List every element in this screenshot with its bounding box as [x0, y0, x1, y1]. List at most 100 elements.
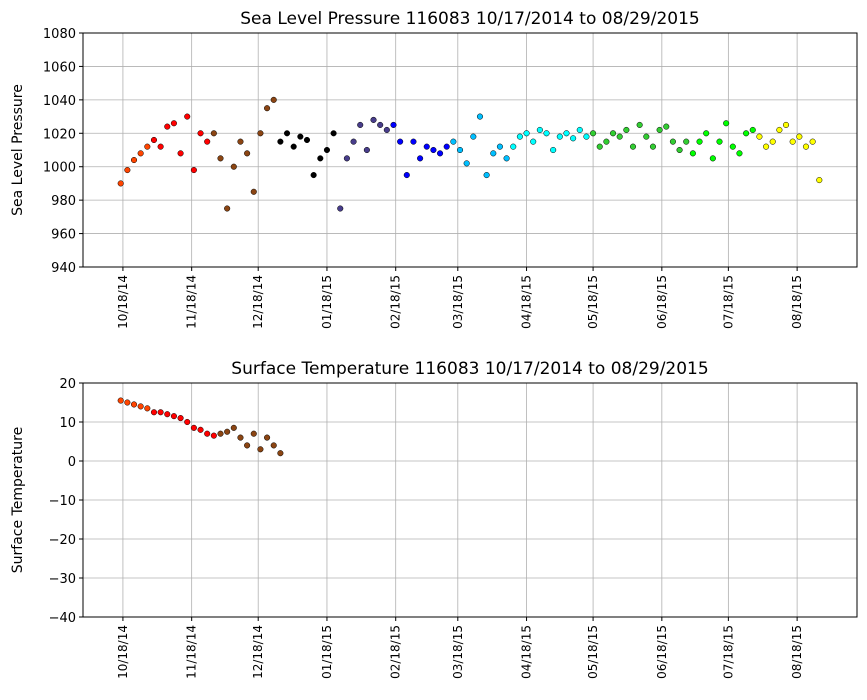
point	[337, 205, 344, 212]
point	[350, 138, 357, 145]
point	[144, 143, 151, 150]
point	[157, 143, 164, 150]
point	[323, 146, 331, 154]
point	[663, 123, 670, 130]
point	[470, 133, 477, 140]
y-tick-label: −20	[49, 533, 76, 548]
point	[237, 138, 244, 145]
y-tick-label: 980	[51, 194, 76, 209]
point	[516, 133, 523, 140]
point	[496, 143, 503, 150]
point	[124, 399, 131, 406]
y-tick-label: 10	[59, 416, 76, 431]
point	[290, 143, 297, 150]
point	[656, 126, 663, 133]
x-tick-label: 03/18/15	[451, 275, 465, 329]
point	[257, 446, 264, 453]
x-tick-label: 08/18/15	[790, 625, 804, 679]
point	[696, 138, 703, 145]
point	[303, 136, 311, 144]
point	[576, 126, 583, 133]
point	[703, 130, 710, 137]
point	[197, 130, 204, 137]
point	[450, 138, 457, 145]
x-tick-label: 01/18/15	[320, 275, 334, 329]
y-tick-label: 1020	[43, 127, 76, 142]
point	[689, 150, 696, 157]
plot-frame	[82, 32, 858, 268]
point	[796, 133, 803, 140]
point	[763, 143, 770, 150]
y-tick-label: 1040	[43, 94, 76, 109]
y-tick-label: −10	[49, 494, 76, 509]
point	[363, 146, 370, 154]
point	[556, 133, 563, 140]
point	[390, 121, 397, 128]
x-tick-label: 12/18/14	[251, 625, 265, 679]
point	[150, 409, 158, 416]
x-tick-label: 04/18/15	[520, 275, 534, 329]
point	[230, 163, 237, 170]
point	[543, 130, 550, 137]
x-tick-label: 05/18/15	[586, 275, 600, 329]
point	[437, 150, 444, 157]
point	[204, 138, 211, 145]
point	[177, 150, 184, 157]
point	[530, 138, 537, 145]
y-tick-label: 960	[51, 228, 76, 243]
point	[217, 155, 224, 162]
y-tick-label: 20	[59, 377, 76, 392]
point	[157, 409, 164, 416]
point	[224, 428, 231, 435]
point	[603, 138, 610, 145]
point	[343, 155, 350, 162]
point	[669, 138, 676, 145]
point	[217, 430, 224, 437]
point	[490, 150, 497, 157]
point	[403, 172, 410, 179]
point	[769, 138, 776, 145]
x-tick-label: 10/18/14	[116, 275, 130, 329]
point	[756, 133, 763, 140]
point	[809, 138, 816, 145]
y-axis-label: Sea Level Pressure	[10, 84, 26, 216]
point	[782, 121, 790, 128]
point	[230, 424, 237, 431]
x-tick-label: 08/18/15	[790, 275, 804, 329]
point	[430, 146, 437, 154]
point	[510, 143, 517, 150]
point	[184, 418, 191, 426]
point	[523, 130, 530, 137]
point	[270, 442, 277, 449]
point	[802, 143, 810, 150]
point	[270, 96, 277, 103]
point	[130, 401, 138, 408]
point	[317, 155, 324, 162]
point	[310, 172, 317, 179]
y-tick-label: 1000	[43, 161, 76, 176]
point	[483, 172, 490, 179]
point	[736, 150, 743, 157]
y-tick-label: −40	[49, 611, 76, 626]
point	[124, 167, 131, 174]
point	[676, 146, 683, 154]
point	[410, 138, 417, 145]
point	[117, 397, 124, 404]
y-tick-label: 1080	[43, 27, 76, 42]
point	[264, 105, 271, 112]
point	[130, 156, 138, 164]
x-tick-label: 06/18/15	[655, 625, 669, 679]
point	[184, 113, 191, 120]
point	[197, 426, 204, 433]
y-tick-label: 0	[68, 455, 76, 470]
x-tick-label: 01/18/15	[320, 625, 334, 679]
point	[616, 133, 623, 140]
x-tick-label: 07/18/15	[721, 275, 735, 329]
y-tick-label: −30	[49, 572, 76, 587]
point	[649, 143, 657, 150]
point	[204, 430, 211, 437]
point	[397, 138, 404, 145]
point	[210, 130, 217, 137]
y-axis-label: Surface Temperature	[10, 427, 26, 573]
